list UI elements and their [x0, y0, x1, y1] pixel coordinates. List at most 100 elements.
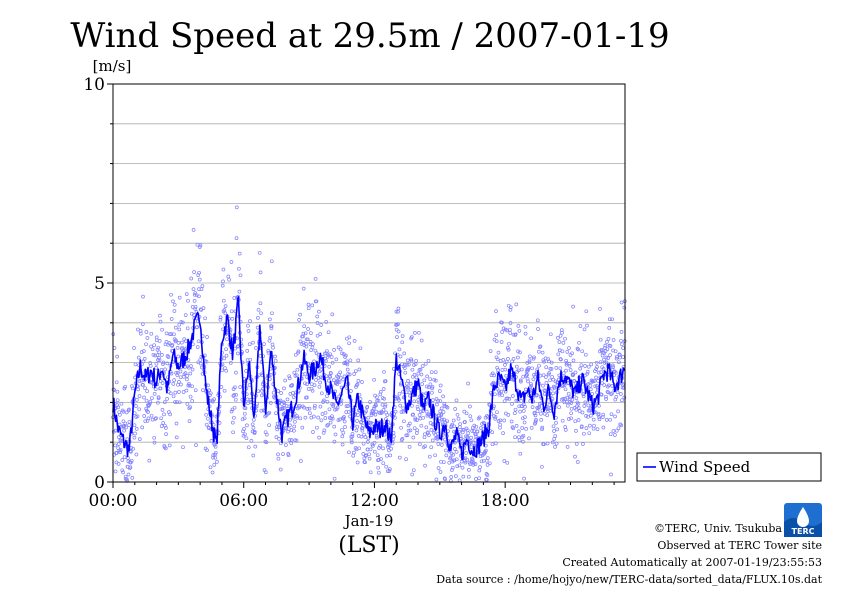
data-point — [409, 335, 414, 339]
data-point — [155, 347, 160, 352]
data-point — [124, 410, 129, 415]
data-point — [507, 397, 512, 401]
data-point — [178, 375, 183, 380]
data-point — [545, 413, 550, 418]
data-point — [238, 385, 243, 389]
data-point — [514, 424, 519, 428]
data-point — [303, 331, 308, 336]
data-point — [461, 437, 465, 442]
data-point — [397, 398, 401, 402]
data-point — [288, 423, 292, 428]
data-point — [253, 444, 258, 449]
y-tick-label: 0 — [94, 473, 105, 493]
data-point — [186, 298, 190, 303]
data-point — [157, 358, 162, 362]
data-point — [320, 412, 325, 416]
data-point — [611, 365, 615, 369]
series-line-wind-speed — [112, 296, 626, 461]
data-point — [378, 443, 382, 448]
data-point — [283, 378, 288, 383]
data-point — [523, 404, 527, 409]
data-point — [524, 427, 528, 431]
data-point — [250, 422, 255, 427]
data-point — [201, 306, 206, 310]
data-point — [430, 390, 434, 395]
data-point — [414, 358, 418, 363]
data-point — [343, 353, 348, 358]
data-point — [604, 355, 609, 360]
data-point — [602, 383, 606, 387]
data-point — [151, 352, 156, 357]
data-point — [206, 426, 211, 430]
data-point — [505, 460, 510, 465]
data-point — [576, 347, 581, 352]
data-point — [154, 416, 158, 421]
data-point — [562, 383, 567, 388]
data-point — [161, 360, 166, 365]
data-point — [271, 395, 276, 399]
data-point — [163, 446, 168, 451]
data-point — [141, 349, 146, 353]
data-point — [490, 430, 495, 435]
data-point — [140, 425, 145, 430]
y-tick-label: 10 — [83, 75, 105, 95]
data-point — [238, 273, 243, 278]
data-point — [233, 385, 237, 390]
data-point — [293, 352, 298, 357]
data-point — [213, 455, 218, 460]
data-point — [464, 451, 468, 455]
data-point — [252, 430, 257, 434]
data-point — [383, 379, 388, 383]
data-point — [539, 411, 543, 416]
data-point — [529, 381, 533, 386]
data-point — [506, 347, 511, 352]
data-point — [574, 407, 579, 412]
data-point — [463, 420, 467, 424]
data-point — [580, 410, 585, 415]
data-point — [525, 361, 530, 365]
data-point — [119, 401, 124, 406]
data-point — [477, 476, 481, 481]
data-point — [118, 450, 123, 454]
data-point — [376, 457, 381, 462]
data-point — [204, 412, 208, 417]
data-point — [438, 389, 442, 393]
data-point — [365, 404, 370, 409]
data-point — [406, 379, 410, 383]
data-point — [158, 313, 162, 318]
data-point — [611, 338, 616, 342]
data-point — [549, 367, 554, 371]
data-point — [290, 383, 294, 387]
data-point — [518, 409, 522, 414]
data-point — [550, 440, 555, 445]
data-point — [356, 413, 360, 417]
data-point — [144, 398, 149, 403]
data-point — [385, 469, 390, 474]
data-point — [500, 393, 505, 398]
data-point — [442, 404, 447, 408]
data-point — [613, 414, 617, 419]
data-point — [586, 403, 591, 408]
data-point — [319, 418, 324, 423]
data-point — [552, 429, 556, 433]
data-point — [599, 370, 603, 374]
data-point — [587, 431, 592, 436]
data-point — [341, 377, 345, 382]
data-point — [493, 416, 498, 421]
data-point — [154, 361, 159, 366]
data-point — [331, 402, 336, 407]
data-point — [141, 294, 145, 299]
data-point — [397, 391, 402, 396]
data-point — [588, 423, 592, 428]
data-point — [245, 397, 250, 402]
data-point — [268, 401, 273, 405]
data-point — [434, 477, 439, 482]
data-point — [173, 400, 177, 404]
data-point — [129, 449, 133, 454]
data-point — [542, 359, 546, 364]
data-point — [407, 445, 412, 449]
data-point — [245, 349, 250, 353]
data-point — [398, 403, 403, 408]
data-point — [361, 441, 366, 446]
data-point — [139, 350, 144, 354]
